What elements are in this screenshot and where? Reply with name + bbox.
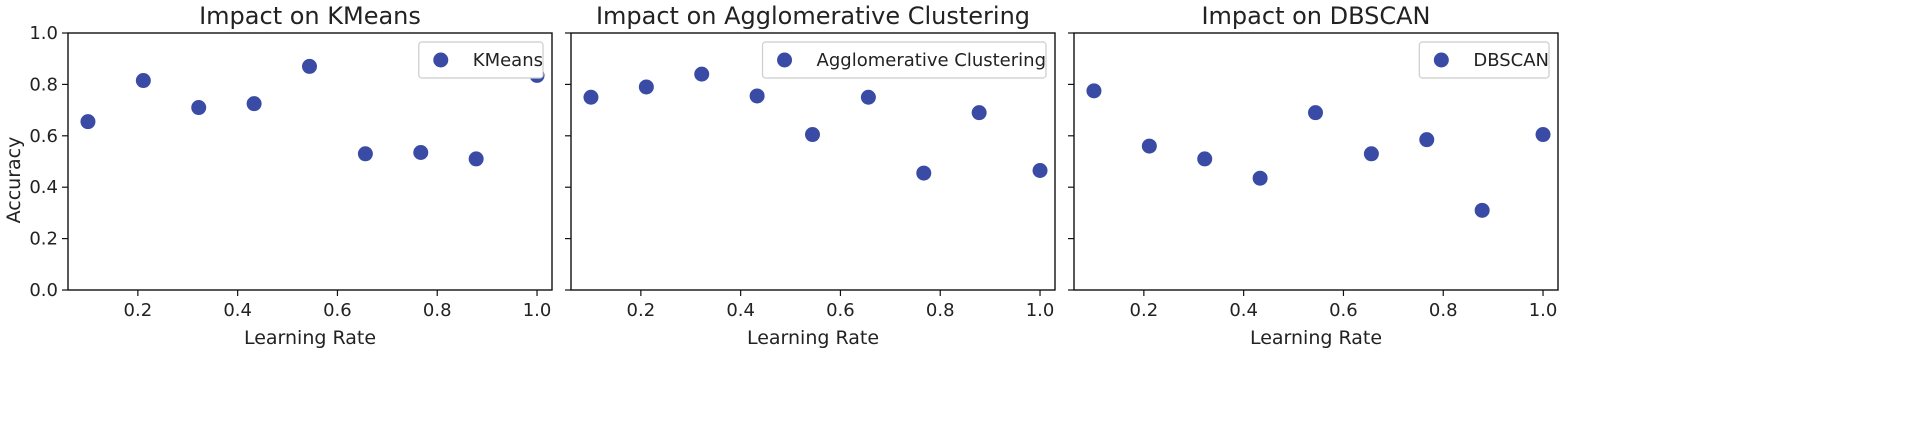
legend: KMeans bbox=[418, 41, 544, 79]
axes-frame bbox=[67, 32, 553, 291]
x-tick-label: 1.0 bbox=[1529, 300, 1558, 321]
data-point bbox=[468, 151, 484, 167]
legend-marker bbox=[1433, 52, 1449, 68]
data-point bbox=[191, 100, 207, 116]
x-tick-label: 0.4 bbox=[726, 300, 755, 321]
x-tick-label: 0.6 bbox=[323, 300, 352, 321]
panel-title: Impact on KMeans bbox=[199, 2, 421, 30]
y-tick-label: 0.2 bbox=[29, 229, 58, 250]
data-point bbox=[1032, 162, 1048, 178]
data-point bbox=[246, 96, 262, 112]
x-tick-label: 1.0 bbox=[523, 300, 552, 321]
legend-label: DBSCAN bbox=[1473, 50, 1549, 71]
legend-box bbox=[1418, 41, 1550, 79]
y-tick-label: 0.6 bbox=[29, 126, 58, 147]
y-tick-label: 1.0 bbox=[29, 23, 58, 44]
data-point bbox=[302, 58, 318, 74]
data-point bbox=[1363, 146, 1379, 162]
panel-title: Impact on Agglomerative Clustering bbox=[596, 2, 1030, 30]
legend-marker bbox=[777, 52, 793, 68]
x-tick-label: 0.4 bbox=[1229, 300, 1258, 321]
x-tick-label: 0.6 bbox=[1329, 300, 1358, 321]
data-point bbox=[1141, 138, 1157, 154]
x-tick-label: 0.8 bbox=[926, 300, 955, 321]
x-tick-label: 0.8 bbox=[1429, 300, 1458, 321]
panel-1: Impact on KMeans 0.0 0.2 0.4 0.6 0.8 1.0 0.2 0.4… bbox=[29, 2, 553, 349]
data-point bbox=[1197, 151, 1213, 167]
legend-box bbox=[418, 41, 544, 79]
data-point bbox=[860, 89, 876, 105]
x-tick-label: 0.2 bbox=[627, 300, 656, 321]
data-point bbox=[1086, 83, 1102, 99]
legend-label: KMeans bbox=[473, 50, 543, 71]
data-point bbox=[1252, 170, 1268, 186]
x-tick-label: 0.2 bbox=[124, 300, 153, 321]
legend-box bbox=[761, 41, 1047, 79]
x-axis-label: Learning Rate bbox=[747, 327, 879, 349]
panels: Impact on KMeans 0.0 0.2 0.4 0.6 0.8 1.0 0.2 0.4… bbox=[29, 2, 1559, 349]
data-point bbox=[1308, 105, 1324, 121]
data-point bbox=[971, 105, 987, 121]
data-point bbox=[805, 127, 821, 143]
y-tick-label: 0.8 bbox=[29, 74, 58, 95]
y-axis-label: Accuracy bbox=[3, 137, 25, 224]
data-point bbox=[694, 66, 710, 82]
data-point bbox=[1419, 132, 1435, 148]
data-point bbox=[583, 89, 599, 105]
data-point bbox=[638, 79, 654, 95]
x-tick-label: 0.8 bbox=[423, 300, 452, 321]
panel-2: Impact on Agglomerative Clustering 0.2 0.4… bbox=[565, 2, 1056, 349]
data-point bbox=[135, 73, 151, 89]
x-tick-label: 0.6 bbox=[826, 300, 855, 321]
y-tick-label: 0.4 bbox=[29, 177, 58, 198]
panel-3: Impact on DBSCAN 0.2 0.4 0.6 0.8 1.0 Learning … bbox=[1068, 2, 1559, 349]
x-tick-label: 0.2 bbox=[1130, 300, 1159, 321]
legend: Agglomerative Clustering bbox=[761, 41, 1047, 79]
legend-label: Agglomerative Clustering bbox=[817, 50, 1046, 71]
data-point bbox=[749, 88, 765, 104]
axes-frame bbox=[1073, 32, 1559, 291]
data-point bbox=[357, 146, 373, 162]
legend-marker bbox=[433, 52, 449, 68]
x-axis-label: Learning Rate bbox=[1250, 327, 1382, 349]
legend: DBSCAN bbox=[1418, 41, 1550, 79]
x-axis-label: Learning Rate bbox=[244, 327, 376, 349]
data-point bbox=[80, 114, 96, 130]
data-point bbox=[413, 145, 429, 161]
data-point bbox=[1535, 127, 1551, 143]
data-point bbox=[916, 165, 932, 181]
y-tick-label: 0.0 bbox=[29, 280, 58, 301]
data-point bbox=[1474, 202, 1490, 218]
axes-frame bbox=[570, 32, 1056, 291]
x-tick-label: 0.4 bbox=[223, 300, 252, 321]
panel-title: Impact on DBSCAN bbox=[1201, 2, 1430, 30]
x-tick-label: 1.0 bbox=[1026, 300, 1055, 321]
